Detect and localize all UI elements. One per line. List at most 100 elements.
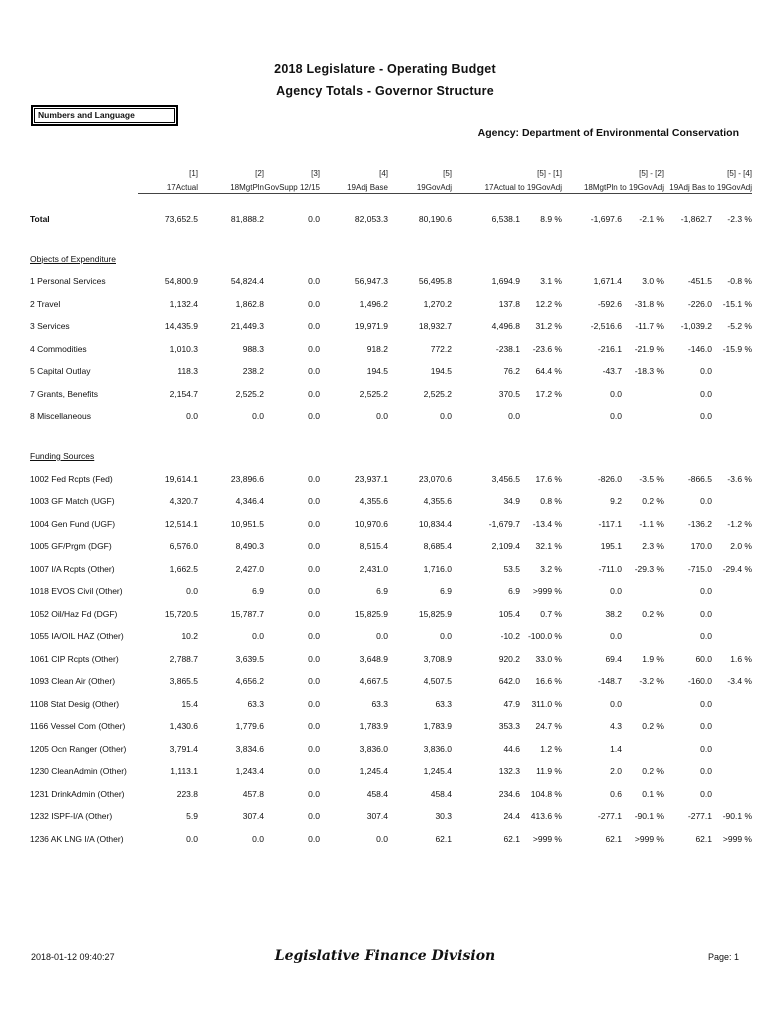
cell: -136.2 [687, 518, 712, 529]
cell: 0.0 [610, 631, 622, 641]
cell: 32.1 % [535, 541, 562, 551]
cell: 0.0 [308, 473, 320, 484]
cell: 3,834.6 [235, 743, 264, 754]
cell: 0.0 [308, 518, 320, 529]
cell: 0.0 [308, 541, 320, 551]
cell [712, 754, 752, 777]
row-label: 8 Miscellaneous [30, 411, 91, 421]
column-bracket: [1] [189, 169, 198, 178]
cell: 4,507.5 [423, 676, 452, 686]
cell: -146.0 [687, 343, 712, 354]
spacer-row [30, 193, 752, 201]
cell: 81,888.2 [230, 213, 264, 224]
cell [712, 731, 752, 754]
cell: -3.6 % [727, 473, 752, 484]
table-row: 1004 Gen Fund (UGF) 12,514.1 10,951.5 0.0 10… [30, 506, 752, 529]
cell: 194.5 [430, 366, 452, 376]
cell: 33.0 % [535, 653, 562, 664]
cell: 10,951.5 [230, 518, 264, 529]
cell: 2,525.2 [235, 388, 264, 399]
spacer-row [30, 224, 752, 240]
cell: -592.6 [597, 298, 622, 309]
table-row: 1166 Vessel Com (Other) 1,430.6 1,779.6 0.0… [30, 709, 752, 731]
cell [30, 166, 138, 178]
cell: -2,516.6 [590, 321, 622, 331]
report-title-line2: Agency Totals - Governor Structure [276, 84, 494, 98]
section-header: Funding Sources [30, 437, 752, 461]
cell: 12.2 % [535, 298, 562, 309]
cell: -1,862.7 [680, 213, 712, 224]
cell: -0.8 % [727, 276, 752, 286]
column-header: GovSupp 12/15 [264, 178, 320, 194]
cell: 0.0 [376, 833, 388, 844]
cell: 73,652.5 [164, 213, 198, 224]
cell: >999 % [634, 833, 664, 844]
cell: 63.3 [247, 698, 264, 709]
cell: 1,245.4 [359, 766, 388, 776]
row-label: 1007 I/A Rcpts (Other) [30, 563, 115, 574]
cell: -238.1 [495, 343, 520, 354]
row-label: 1230 CleanAdmin (Other) [30, 766, 127, 776]
cell: 0.7 % [540, 608, 562, 619]
row-label: 2 Travel [30, 298, 61, 309]
cell: 6.9 [376, 586, 388, 596]
row-label: 5 Capital Outlay [30, 366, 91, 376]
cell: 1,113.1 [170, 766, 198, 776]
cell: 311.0 % [531, 698, 562, 709]
cell: 34.9 [503, 496, 520, 506]
table-row: 1007 I/A Rcpts (Other) 1,662.5 2,427.0 0.0 2… [30, 551, 752, 574]
cell: 1,430.6 [169, 721, 198, 731]
cell: 1.6 % [730, 653, 752, 664]
cell: 132.3 [498, 766, 520, 776]
column-bracket: [5] - [1] [537, 169, 562, 178]
cell: 15.4 [181, 698, 198, 709]
cell: 31.2 % [535, 321, 562, 331]
cell: 104.8 % [530, 788, 562, 799]
table-row: 1003 GF Match (UGF) 4,320.7 4,346.4 0.0 4,35… [30, 484, 752, 506]
table-row: 1232 ISPF-I/A (Other) 5.9 307.4 0.0 307.4 30.… [30, 799, 752, 821]
cell [712, 399, 752, 422]
cell: 0.2 % [642, 721, 664, 731]
params-box: Numbers and Language [31, 105, 178, 126]
cell: 1,694.9 [491, 276, 520, 286]
cell: 63.3 [435, 698, 452, 709]
cell: -826.0 [597, 473, 622, 484]
column-header: 17Actual [138, 178, 198, 194]
cell: 19,614.1 [164, 473, 198, 484]
cell: 4,320.7 [169, 496, 198, 506]
table-row: 3 Services 14,435.9 21,449.3 0.0 19,971.9 18,… [30, 309, 752, 331]
cell: 0.0 [308, 276, 320, 286]
cell: 3,639.5 [235, 653, 264, 664]
cell: 0.0 [308, 788, 320, 799]
cell: -451.5 [687, 276, 712, 286]
cell: -277.1 [597, 811, 622, 821]
cell: 0.0 [308, 496, 320, 506]
cell: -29.3 % [634, 563, 664, 574]
cell: -11.7 % [635, 321, 664, 331]
table-row: 5 Capital Outlay 118.3 238.2 0.0 194.5 194.5 7… [30, 354, 752, 376]
cell: -3.2 % [639, 676, 664, 686]
cell: 642.0 [498, 676, 520, 686]
table-row: 1108 Stat Desig (Other) 15.4 63.3 0.0 63.3 63… [30, 686, 752, 709]
row-label: 1166 Vessel Com (Other) [30, 721, 126, 731]
column-bracket: [4] [379, 169, 388, 178]
cell: 1,270.2 [423, 298, 452, 309]
cell: 8,515.4 [359, 541, 388, 551]
cell: 54,800.9 [164, 276, 198, 286]
table-row: 7 Grants, Benefits 2,154.7 2,525.2 0.0 2,525… [30, 376, 752, 399]
table-row: 1002 Fed Rcpts (Fed) 19,614.1 23,896.6 0.0 2… [30, 461, 752, 484]
cell: 3.0 % [642, 276, 664, 286]
cell [712, 376, 752, 399]
cell: 0.0 [308, 411, 320, 421]
cell: 457.8 [242, 788, 264, 799]
table-body: Total 73,652.5 81,888.2 0.0 82,053.3 80,190.6… [30, 193, 752, 844]
cell: 0.0 [186, 411, 198, 421]
spacer-row [30, 421, 752, 437]
cell: -711.0 [598, 563, 622, 574]
cell: 4,355.6 [359, 496, 388, 506]
cell: 4,346.4 [235, 496, 264, 506]
cell: 12,514.1 [164, 518, 198, 529]
cell: 4,355.6 [423, 496, 452, 506]
cell: 223.8 [176, 788, 198, 799]
table-row: 1052 Oil/Haz Fd (DGF) 15,720.5 15,787.7 0.0… [30, 596, 752, 619]
